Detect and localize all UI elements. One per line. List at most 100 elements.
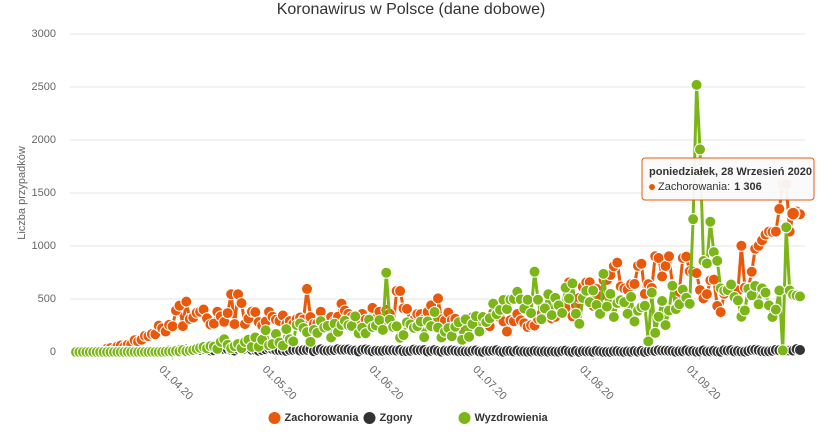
point [473,325,486,338]
point [428,306,441,319]
point [380,266,393,279]
y-tick-label: 1000 [32,240,56,252]
chart-title: Koronawirus w Polsce (dane dobowe) [277,1,546,18]
point [714,306,727,319]
point [687,213,700,226]
point [166,320,179,333]
point [566,277,579,290]
point [666,279,679,292]
y-tick-label: 2000 [32,134,56,146]
tooltip: poniedziałek, 28 Wrzesień 2020 Zachorowan… [641,157,815,201]
point [635,257,648,270]
point [759,286,772,299]
point [597,267,610,280]
y-tick-label: 1500 [32,187,56,199]
point [594,307,607,320]
point [535,313,548,326]
point [773,284,786,297]
point [769,225,782,238]
point [649,326,662,339]
point [569,307,582,320]
point [228,318,241,331]
point [463,330,476,343]
point [735,239,748,252]
point [563,292,576,305]
point [656,270,669,283]
point [573,317,586,330]
point [349,310,362,323]
point [611,256,624,269]
point [769,303,782,316]
point [645,286,658,299]
point [280,323,293,336]
point [745,265,758,278]
x-tick-label: 01.05.20 [260,364,299,403]
point [531,293,544,306]
point [300,282,313,295]
point [525,307,538,320]
point [752,298,765,311]
point [628,277,641,290]
y-tick-label: 3000 [32,28,56,40]
point [587,284,600,297]
legend-marker [458,412,471,424]
point [659,319,672,332]
point [642,335,655,348]
x-tick-label: 01.09.20 [684,364,723,403]
point [376,323,389,336]
y-tick-label: 0 [50,346,56,358]
point [304,335,317,348]
point [600,300,613,313]
x-tick-label: 01.08.20 [577,364,616,403]
tooltip-box [641,157,815,201]
point [418,331,431,344]
point [287,335,300,348]
point [432,292,444,305]
point [652,310,665,323]
point [773,202,786,215]
tooltip-point [785,206,801,221]
x-tick-label: 01.07.20 [470,364,509,403]
legend-marker [363,412,376,424]
point [528,265,541,278]
point [638,299,651,312]
x-tick-label: 01.06.20 [367,364,406,403]
tooltip-marker [649,184,655,190]
point [683,297,696,310]
point [794,343,806,356]
point [400,302,413,315]
point [235,297,248,310]
x-tick-label: 01.04.20 [156,364,195,403]
point [711,254,724,267]
point [700,288,713,301]
point [776,344,789,357]
point [700,257,713,270]
legend-marker [268,412,281,424]
point [690,78,703,91]
y-tick-label: 500 [38,293,56,305]
point [556,306,569,319]
point [738,304,751,317]
point [662,250,675,263]
point [628,315,641,328]
point [694,143,707,156]
point [690,267,703,280]
y-axis-label: Liczba przypadków [16,146,28,240]
point [604,287,617,300]
point [394,285,407,298]
point [780,221,793,234]
point [731,294,744,307]
y-tick-label: 2500 [32,81,56,93]
tooltip-label: Zachorowania: [658,181,730,193]
point [725,278,738,291]
point [180,295,193,308]
point [259,324,272,337]
legend-label: Zgony [380,412,414,424]
tooltip-value: 1 306 [734,181,762,193]
point [607,311,620,324]
series [70,78,806,358]
point [176,320,189,333]
point [390,320,403,333]
point [794,290,806,303]
